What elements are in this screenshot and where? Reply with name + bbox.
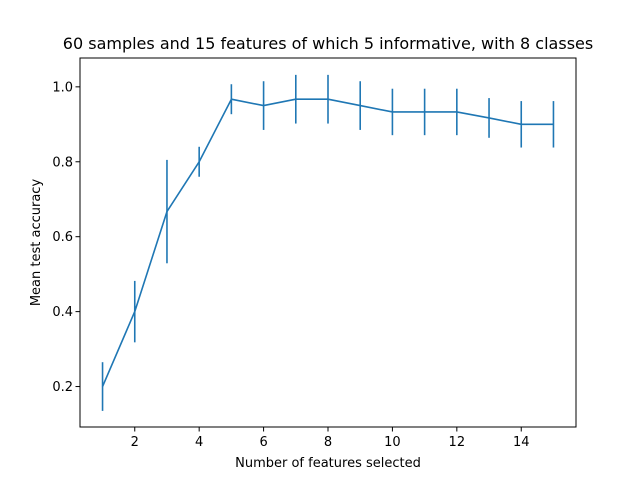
x-tick-label: 8 [324, 435, 332, 450]
y-tick-label: 1.0 [52, 80, 73, 95]
series-line [101, 98, 554, 387]
y-axis-label: Mean test accuracy [29, 179, 44, 307]
x-tick-label: 14 [513, 435, 530, 450]
x-tick-label: 12 [449, 435, 466, 450]
chart-title: 60 samples and 15 features of which 5 in… [63, 34, 593, 53]
y-tick-label: 0.6 [52, 230, 73, 245]
y-tick-label: 0.8 [52, 155, 73, 170]
plot-area: 2 4 6 8 10 12 14 0.2 0.4 0.6 0.8 1.0 [52, 74, 555, 450]
y-tick-label: 0.2 [52, 380, 73, 395]
axes-frame [79, 57, 577, 428]
y-tick-label: 0.4 [52, 305, 73, 320]
x-tick-label: 10 [384, 435, 401, 450]
x-tick-label: 2 [131, 435, 139, 450]
x-tick-label: 4 [195, 435, 203, 450]
x-axis-label: Number of features selected [235, 456, 421, 471]
x-tick-label: 6 [259, 435, 267, 450]
